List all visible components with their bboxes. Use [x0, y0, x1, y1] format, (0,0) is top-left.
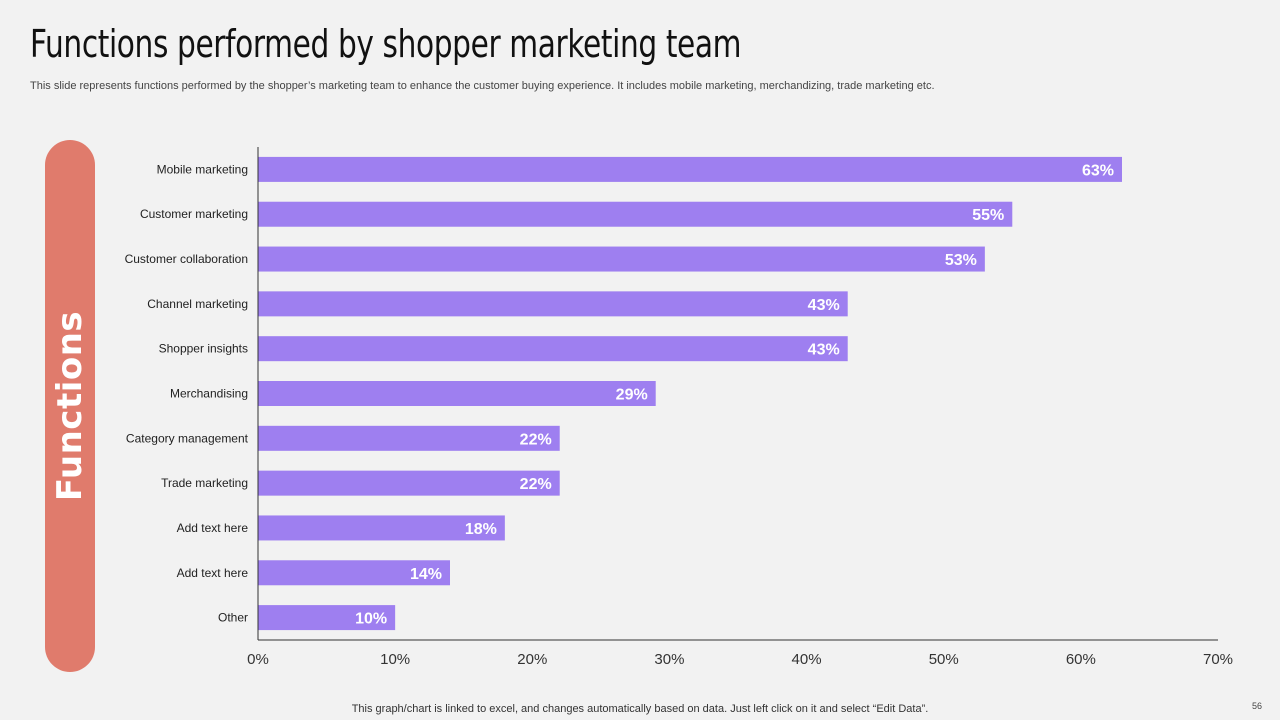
page-number: 56 — [1251, 701, 1262, 711]
bar — [258, 156, 1122, 182]
bar-value-label: 10% — [355, 611, 387, 628]
category-label: Mobile marketing — [157, 162, 248, 176]
bar — [258, 291, 848, 317]
category-label: Add text here — [177, 566, 249, 580]
bar-value-label: 22% — [520, 431, 552, 448]
bar — [258, 381, 656, 406]
category-label: Customer collaboration — [125, 252, 248, 266]
x-tick-label: 0% — [247, 651, 269, 668]
category-label: Merchandising — [170, 387, 248, 401]
functions-side-pill — [45, 140, 95, 672]
x-tick-label: 10% — [380, 651, 410, 668]
bar-value-label: 29% — [616, 387, 648, 404]
bar-value-label: 22% — [520, 476, 552, 493]
bar-value-label: 53% — [945, 252, 977, 269]
bar — [258, 201, 1013, 227]
x-tick-label: 60% — [1066, 651, 1096, 668]
bar — [258, 515, 505, 541]
bar-value-label: 14% — [410, 566, 442, 583]
bar-value-label: 18% — [465, 521, 497, 538]
x-tick-label: 70% — [1203, 651, 1233, 668]
slide-title: Functions performed by shopper marketing… — [30, 22, 742, 66]
slide-subtitle: This slide represents functions performe… — [30, 80, 935, 92]
bar — [258, 470, 560, 496]
category-label: Category management — [126, 431, 249, 445]
bar-value-label: 63% — [1082, 162, 1114, 179]
category-label: Other — [218, 611, 248, 625]
category-label: Trade marketing — [161, 476, 248, 490]
bar — [258, 425, 560, 451]
bar — [258, 605, 396, 631]
x-tick-label: 40% — [792, 651, 822, 668]
x-tick-label: 50% — [929, 651, 959, 668]
category-label: Channel marketing — [147, 297, 248, 311]
x-tick-label: 30% — [654, 651, 684, 668]
bar-value-label: 55% — [972, 207, 1004, 224]
bar — [258, 336, 848, 362]
bar — [258, 246, 985, 272]
category-label: Add text here — [177, 521, 249, 535]
edit-data-footnote: This graph/chart is linked to excel, and… — [351, 703, 929, 715]
x-tick-label: 20% — [517, 651, 547, 668]
bar-value-label: 43% — [808, 297, 840, 314]
bar — [258, 560, 450, 586]
bar-value-label: 43% — [808, 342, 840, 359]
category-label: Customer marketing — [140, 207, 248, 221]
category-label: Shopper insights — [159, 342, 248, 356]
